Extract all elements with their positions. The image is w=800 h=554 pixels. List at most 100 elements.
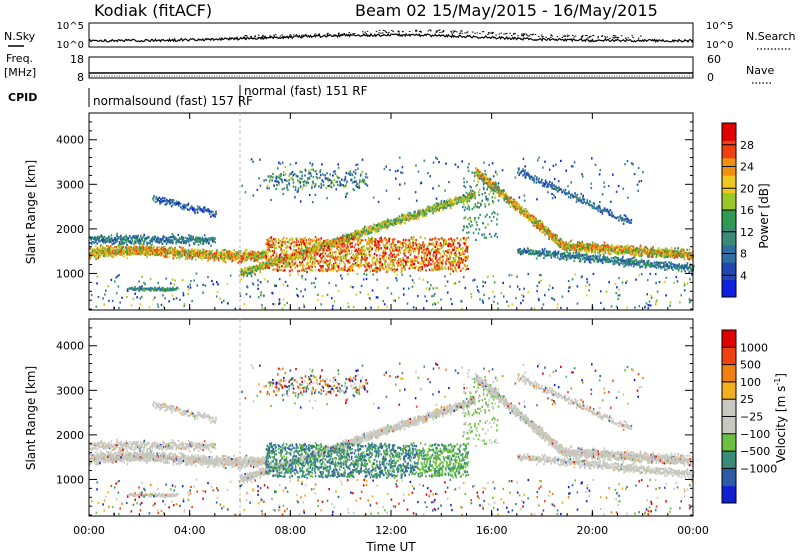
- power-cell: [408, 214, 410, 217]
- power-cell: [231, 257, 233, 260]
- power-cell: [438, 205, 440, 208]
- power-cell: [144, 253, 147, 256]
- power-cell: [147, 253, 149, 256]
- power-cell: [526, 213, 528, 216]
- noise-search-dot: [275, 36, 278, 38]
- power-cell: [554, 254, 556, 257]
- power-cell: [107, 237, 110, 240]
- power-cell: [569, 245, 571, 248]
- power-cell: [354, 230, 357, 233]
- power-cell: [530, 218, 533, 222]
- power-cell: [169, 239, 172, 242]
- power-cell: [255, 257, 257, 260]
- noise-search-dot: [566, 36, 569, 38]
- power-cell: [640, 252, 643, 255]
- noise-search-dot: [527, 35, 529, 37]
- power-cell: [500, 194, 502, 198]
- power-cell: [363, 229, 366, 232]
- noise-search-dot: [289, 34, 292, 36]
- power-cell: [190, 252, 192, 255]
- power-cell: [477, 174, 479, 177]
- power-cell: [558, 239, 561, 242]
- power-cell: [96, 248, 99, 251]
- power-cell: [510, 196, 512, 199]
- power-cell: [203, 249, 206, 252]
- power-cell: [432, 212, 434, 215]
- power-cell: [446, 199, 449, 202]
- power-cell: [519, 251, 521, 254]
- power-cell: [97, 238, 99, 241]
- power-cell: [673, 256, 676, 259]
- power-cell: [481, 178, 483, 181]
- power-cell: [614, 245, 616, 248]
- power-cell: [539, 228, 541, 231]
- power-cell: [141, 239, 144, 242]
- power-cell: [95, 253, 98, 256]
- power-cell: [541, 221, 544, 224]
- power-cell: [540, 222, 543, 225]
- noise-search-dot: [584, 34, 587, 36]
- noise-search-dot: [500, 32, 503, 34]
- power-cell: [253, 266, 256, 269]
- power-cell: [583, 260, 586, 264]
- power-cell: [187, 241, 190, 244]
- power-cell: [262, 262, 265, 265]
- power-cell: [212, 256, 215, 259]
- power-cell: [689, 252, 692, 255]
- power-cell: [161, 246, 163, 249]
- power-cell: [522, 249, 524, 252]
- power-cell: [557, 252, 560, 255]
- power-cell: [197, 248, 200, 251]
- power-cell: [243, 271, 245, 274]
- power-cell: [591, 244, 593, 247]
- power-cell: [163, 252, 165, 255]
- power-cell: [652, 255, 654, 258]
- power-cell: [138, 242, 141, 245]
- power-cell: [237, 261, 239, 264]
- power-cell: [232, 259, 234, 262]
- power-cell: [120, 248, 123, 251]
- power-cell: [402, 214, 405, 217]
- power-cell: [230, 251, 232, 254]
- power-cell: [259, 268, 262, 271]
- noise-search-dot: [530, 34, 532, 36]
- station-title: Kodiak (fitACF): [94, 1, 212, 20]
- power-cell: [372, 226, 375, 229]
- power-cell: [150, 244, 152, 247]
- power-cell: [559, 258, 561, 261]
- power-cell: [415, 212, 417, 215]
- power-cell: [250, 250, 253, 253]
- power-cell: [478, 174, 481, 178]
- power-cell: [183, 239, 186, 242]
- power-cell: [130, 242, 132, 245]
- power-cell: [143, 253, 145, 256]
- power-cell: [122, 242, 124, 245]
- power-cell: [253, 252, 255, 255]
- noise-search-dot: [487, 33, 489, 35]
- power-cell: [585, 251, 587, 254]
- power-cell: [614, 251, 617, 254]
- power-cell: [194, 258, 197, 261]
- power-cell: [298, 254, 301, 257]
- power-cell: [130, 246, 133, 249]
- power-cell: [115, 240, 117, 243]
- power-cell: [123, 238, 126, 241]
- power-cell: [456, 197, 459, 200]
- power-cell: [588, 249, 591, 252]
- power-cell: [271, 258, 273, 261]
- power-cell: [228, 258, 231, 261]
- cpid-segment-1: normalsound (fast) 157 RF: [93, 94, 253, 108]
- noise-search-dot: [586, 34, 588, 36]
- power-cell: [553, 239, 555, 242]
- power-cell: [106, 240, 109, 243]
- power-cell: [124, 240, 127, 243]
- power-cell: [171, 239, 174, 242]
- power-cell: [169, 248, 171, 251]
- power-cell: [385, 221, 388, 224]
- power-cell: [198, 240, 200, 243]
- power-cell: [212, 239, 214, 243]
- power-cell: [621, 251, 624, 255]
- power-cell: [572, 251, 575, 255]
- power-cell: [255, 269, 258, 272]
- power-cell: [474, 193, 476, 196]
